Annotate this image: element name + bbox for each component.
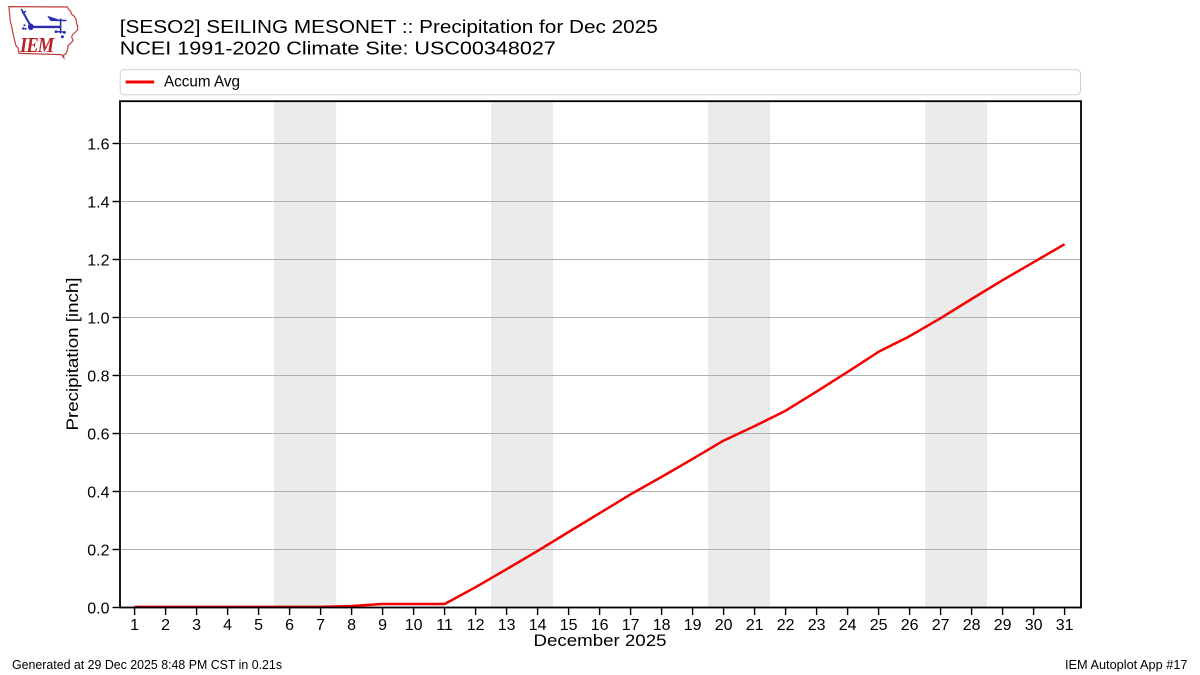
svg-text:1.6: 1.6	[87, 136, 109, 153]
svg-text:1: 1	[130, 617, 139, 634]
svg-text:15: 15	[560, 617, 578, 634]
svg-text:11: 11	[436, 617, 453, 634]
svg-text:8: 8	[347, 617, 356, 634]
svg-text:28: 28	[963, 617, 981, 634]
svg-text:IEM Autoplot App #17: IEM Autoplot App #17	[1065, 657, 1188, 672]
svg-text:6: 6	[285, 617, 294, 634]
svg-text:24: 24	[839, 617, 857, 634]
svg-text:[SESO2] SEILING MESONET :: Pre: [SESO2] SEILING MESONET :: Precipitation…	[120, 17, 658, 37]
svg-text:2: 2	[161, 617, 170, 634]
svg-text:7: 7	[316, 617, 325, 634]
svg-text:NCEI 1991-2020 Climate Site: U: NCEI 1991-2020 Climate Site: USC00348027	[120, 38, 556, 58]
svg-text:Accum Avg: Accum Avg	[164, 73, 240, 90]
svg-text:3: 3	[192, 617, 201, 634]
svg-text:0.2: 0.2	[87, 542, 109, 559]
svg-text:18: 18	[653, 617, 671, 634]
svg-text:27: 27	[932, 617, 950, 634]
svg-text:13: 13	[498, 617, 516, 634]
svg-text:16: 16	[591, 617, 609, 634]
svg-text:0.0: 0.0	[87, 600, 109, 617]
svg-text:0.4: 0.4	[87, 484, 109, 501]
svg-text:20: 20	[715, 617, 733, 634]
svg-text:Precipitation [inch]: Precipitation [inch]	[64, 278, 82, 431]
svg-text:December 2025: December 2025	[534, 632, 667, 650]
svg-text:26: 26	[901, 617, 919, 634]
svg-text:14: 14	[529, 617, 547, 634]
svg-text:4: 4	[223, 617, 232, 634]
svg-text:1.0: 1.0	[87, 310, 109, 327]
svg-text:29: 29	[994, 617, 1012, 634]
svg-text:9: 9	[378, 617, 387, 634]
svg-text:22: 22	[777, 617, 795, 634]
svg-text:31: 31	[1056, 617, 1074, 634]
svg-text:10: 10	[405, 617, 423, 634]
svg-text:1.2: 1.2	[87, 252, 109, 269]
svg-text:Generated at 29 Dec 2025 8:48: Generated at 29 Dec 2025 8:48 PM CST in …	[12, 657, 282, 672]
svg-text:19: 19	[684, 617, 702, 634]
svg-text:23: 23	[808, 617, 826, 634]
svg-text:21: 21	[746, 617, 764, 634]
svg-text:5: 5	[254, 617, 263, 634]
svg-text:30: 30	[1025, 617, 1043, 634]
svg-text:12: 12	[467, 617, 485, 634]
svg-text:25: 25	[870, 617, 888, 634]
svg-text:0.6: 0.6	[87, 426, 109, 443]
svg-text:0.8: 0.8	[87, 368, 109, 385]
svg-text:IEM: IEM	[19, 34, 55, 58]
svg-text:17: 17	[622, 617, 640, 634]
svg-text:1.4: 1.4	[87, 194, 109, 211]
